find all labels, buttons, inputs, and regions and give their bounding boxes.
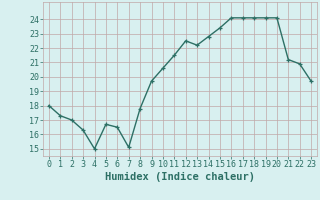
X-axis label: Humidex (Indice chaleur): Humidex (Indice chaleur) (105, 172, 255, 182)
